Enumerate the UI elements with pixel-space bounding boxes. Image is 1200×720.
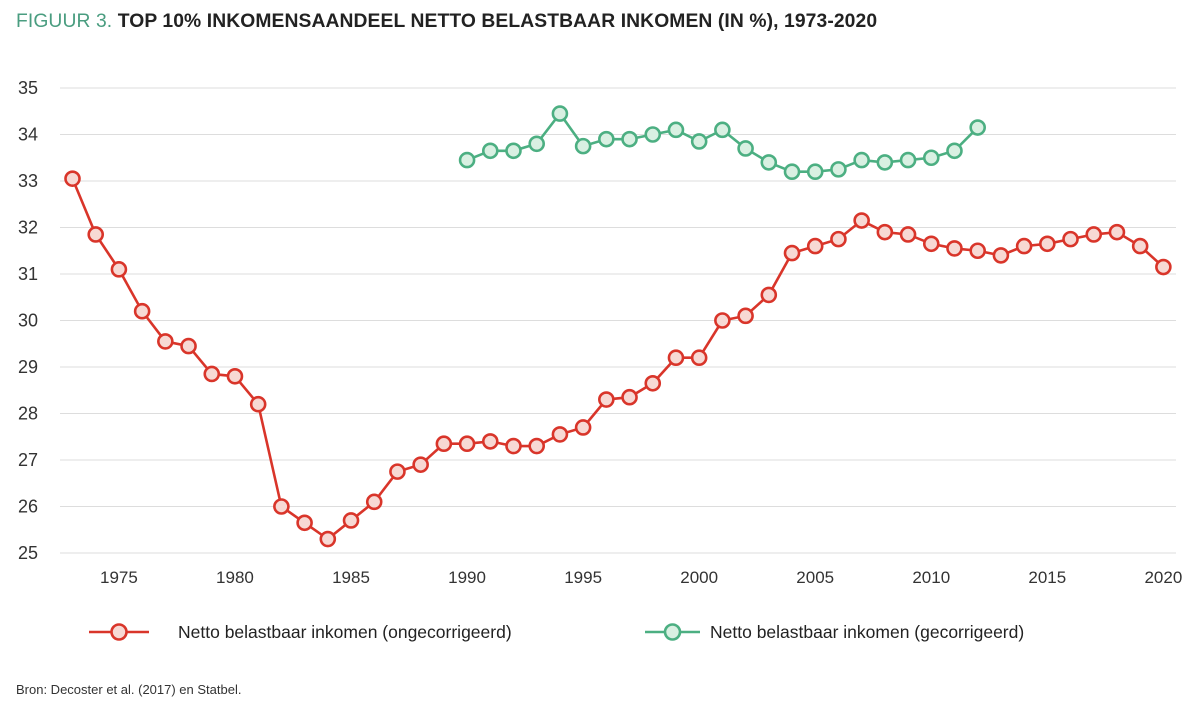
svg-text:29: 29 [18,357,38,377]
svg-text:Netto belastbaar inkomen (geco: Netto belastbaar inkomen (gecorrigeerd) [710,622,1024,642]
svg-text:27: 27 [18,450,38,470]
svg-text:32: 32 [18,218,38,238]
svg-text:35: 35 [18,78,38,98]
svg-text:31: 31 [18,264,38,284]
svg-text:25: 25 [18,543,38,563]
svg-text:33: 33 [18,171,38,191]
svg-text:2005: 2005 [796,568,834,587]
svg-text:26: 26 [18,497,38,517]
svg-text:34: 34 [18,125,38,145]
svg-text:1995: 1995 [564,568,602,587]
svg-text:30: 30 [18,311,38,331]
svg-text:28: 28 [18,404,38,424]
svg-text:2000: 2000 [680,568,718,587]
svg-text:1990: 1990 [448,568,486,587]
svg-text:2020: 2020 [1144,568,1182,587]
svg-text:1985: 1985 [332,568,370,587]
svg-text:2015: 2015 [1028,568,1066,587]
svg-text:2010: 2010 [912,568,950,587]
svg-text:1975: 1975 [100,568,138,587]
svg-text:Netto belastbaar inkomen (onge: Netto belastbaar inkomen (ongecorrigeerd… [178,622,512,642]
svg-text:1980: 1980 [216,568,254,587]
